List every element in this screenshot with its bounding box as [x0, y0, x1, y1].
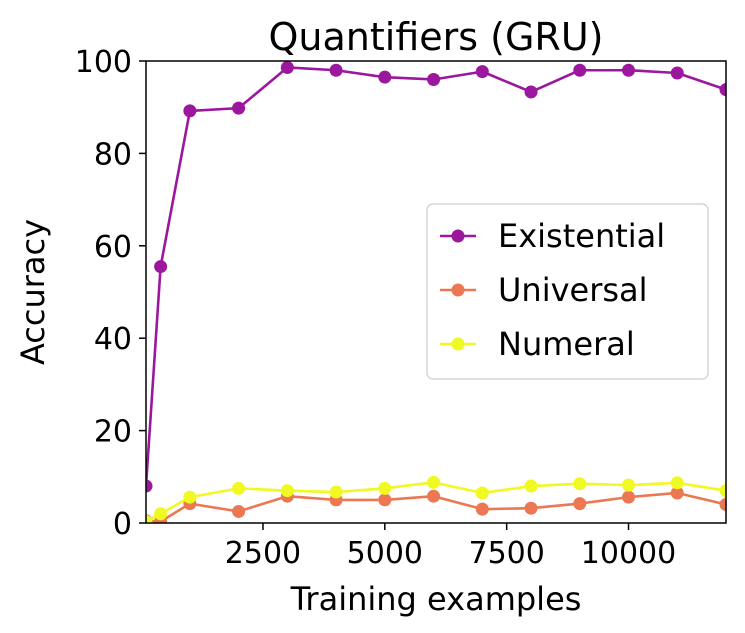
y-tick-label: 60	[94, 230, 132, 265]
legend-item-existential: Existential	[440, 217, 665, 255]
legend-swatch-marker	[451, 229, 465, 243]
data-point	[232, 101, 246, 115]
legend-item-numeral: Numeral	[440, 325, 635, 363]
data-point	[427, 475, 441, 489]
series-existential	[146, 61, 726, 493]
data-point	[475, 502, 489, 516]
legend-swatch-marker	[451, 283, 465, 297]
data-point	[475, 486, 489, 500]
data-point	[524, 85, 538, 99]
x-tick-label: 10000	[581, 536, 676, 571]
chart-title: Quantifiers (GRU)	[269, 15, 604, 59]
data-point	[378, 493, 392, 507]
data-point	[622, 478, 636, 492]
plot-series	[146, 61, 726, 523]
legend-label: Numeral	[498, 325, 635, 363]
data-point	[154, 507, 168, 521]
data-point	[378, 70, 392, 84]
data-point	[719, 484, 726, 498]
x-tick-label: 5000	[347, 536, 423, 571]
y-tick-label: 80	[94, 137, 132, 172]
legend-swatch-marker	[451, 337, 465, 351]
series-line	[146, 481, 726, 523]
data-point	[622, 490, 636, 504]
data-point	[524, 501, 538, 515]
data-point	[427, 72, 441, 86]
y-axis-label: Accuracy	[14, 219, 52, 365]
data-point	[573, 497, 587, 511]
y-tick-label: 20	[94, 415, 132, 450]
data-point	[154, 260, 168, 274]
y-axis-ticks: 0 20 40 60 80 100	[75, 45, 146, 542]
series-numeral	[146, 475, 726, 523]
y-tick-label: 0	[113, 507, 132, 542]
plot-area-frame	[145, 60, 727, 524]
series-universal	[146, 486, 726, 523]
data-point	[573, 477, 587, 491]
x-axis-ticks: 2500 5000 7500 10000	[225, 523, 676, 571]
y-tick-label: 100	[75, 45, 132, 80]
data-point	[670, 66, 684, 80]
data-point	[183, 104, 197, 118]
legend-item-universal: Universal	[440, 271, 648, 309]
legend: Existential Universal Numeral	[426, 203, 709, 380]
data-point	[524, 479, 538, 493]
data-point	[670, 476, 684, 490]
data-point	[378, 481, 392, 495]
x-tick-label: 7500	[468, 536, 544, 571]
data-point	[670, 486, 684, 500]
data-point	[232, 481, 246, 495]
series-line	[146, 66, 726, 487]
data-point	[329, 63, 343, 77]
data-point	[183, 490, 197, 504]
legend-box	[426, 203, 709, 380]
data-point	[146, 515, 153, 523]
x-tick-label: 2500	[225, 536, 301, 571]
x-axis-label: Training examples	[290, 580, 582, 618]
data-point	[280, 61, 294, 74]
data-point	[280, 484, 294, 498]
legend-label: Existential	[498, 217, 665, 255]
y-tick-label: 40	[94, 322, 132, 357]
data-point	[329, 485, 343, 499]
data-point	[573, 63, 587, 77]
data-point	[475, 65, 489, 79]
series-line	[146, 491, 726, 523]
data-point	[232, 504, 246, 518]
data-point	[146, 479, 153, 493]
data-point	[427, 489, 441, 503]
data-point	[622, 63, 636, 77]
legend-label: Universal	[498, 271, 648, 309]
data-point	[719, 83, 726, 97]
data-point	[719, 498, 726, 512]
